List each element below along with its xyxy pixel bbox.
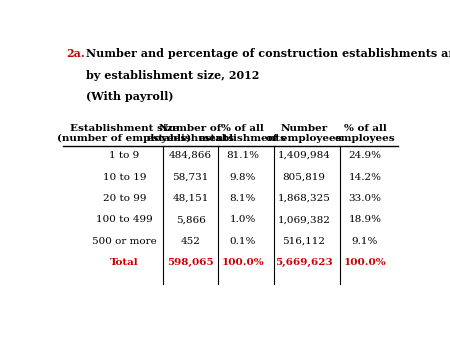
Text: Number
of employees: Number of employees [266,124,342,143]
Text: 100.0%: 100.0% [344,258,386,267]
Text: 81.1%: 81.1% [226,151,259,160]
Text: 10 to 19: 10 to 19 [103,172,146,182]
Text: Number of
establishments: Number of establishments [147,124,234,143]
Text: 1,069,382: 1,069,382 [277,215,330,224]
Text: Total: Total [110,258,139,267]
Text: 500 or more: 500 or more [92,237,157,245]
Text: 805,819: 805,819 [282,172,325,182]
Text: 484,866: 484,866 [169,151,212,160]
Text: 20 to 99: 20 to 99 [103,194,146,203]
Text: 516,112: 516,112 [282,237,325,245]
Text: 0.1%: 0.1% [230,237,256,245]
Text: 1.0%: 1.0% [230,215,256,224]
Text: 48,151: 48,151 [172,194,209,203]
Text: 100.0%: 100.0% [221,258,264,267]
Text: Number and percentage of construction establishments and employees,: Number and percentage of construction es… [86,48,450,59]
Text: 18.9%: 18.9% [348,215,382,224]
Text: 1,409,984: 1,409,984 [277,151,330,160]
Text: 5,669,623: 5,669,623 [275,258,333,267]
Text: (With payroll): (With payroll) [86,91,173,102]
Text: by establishment size, 2012: by establishment size, 2012 [86,71,259,81]
Text: Establishment size
(number of employees): Establishment size (number of employees) [57,124,191,143]
Text: 9.8%: 9.8% [230,172,256,182]
Text: 452: 452 [180,237,200,245]
Text: 2a.: 2a. [67,48,86,59]
Text: 598,065: 598,065 [167,258,214,267]
Text: 100 to 499: 100 to 499 [96,215,153,224]
Text: 24.9%: 24.9% [348,151,382,160]
Text: 14.2%: 14.2% [348,172,382,182]
Text: 9.1%: 9.1% [352,237,378,245]
Text: 8.1%: 8.1% [230,194,256,203]
Text: 33.0%: 33.0% [348,194,382,203]
Text: % of all
establishments: % of all establishments [199,124,287,143]
Text: 1 to 9: 1 to 9 [109,151,140,160]
Text: 5,866: 5,866 [176,215,205,224]
Text: % of all
employees: % of all employees [335,124,395,143]
Text: 1,868,325: 1,868,325 [277,194,330,203]
Text: 58,731: 58,731 [172,172,209,182]
